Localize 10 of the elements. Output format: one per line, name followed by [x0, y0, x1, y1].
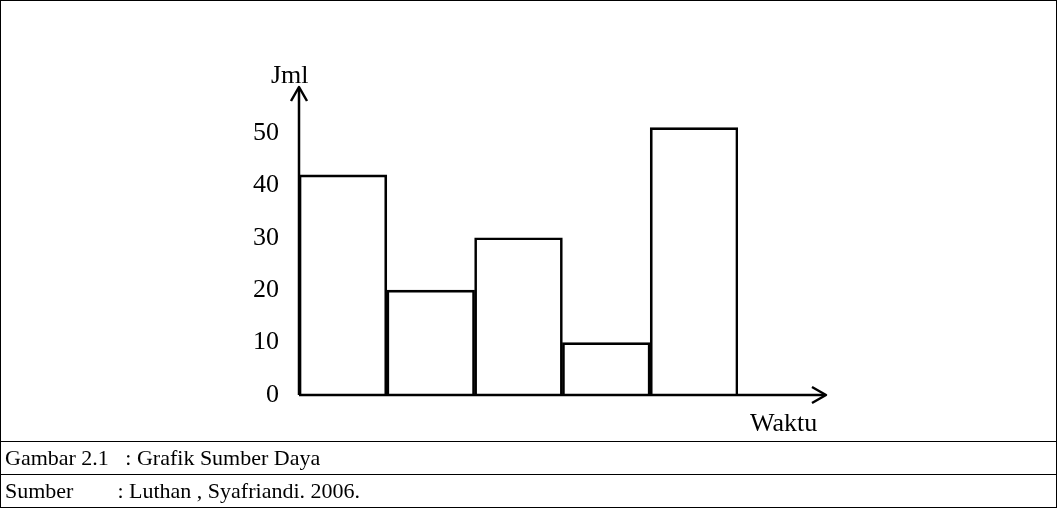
y-tick-label: 0: [266, 378, 279, 408]
y-tick-label: 10: [253, 326, 279, 356]
y-tick-label: 40: [253, 169, 279, 199]
y-tick-label: 50: [253, 116, 279, 146]
y-tick-label: 20: [253, 274, 279, 303]
x-axis-title: Waktu: [750, 407, 818, 437]
text: Gambar 2.1 : Grafik Sumber Daya: [1, 441, 1056, 474]
y-tick-label: 30: [253, 221, 279, 251]
y-axis-title: Jml: [271, 59, 309, 89]
text: Sumber : Luthan , Syafriandi. 2006.: [1, 474, 1056, 507]
